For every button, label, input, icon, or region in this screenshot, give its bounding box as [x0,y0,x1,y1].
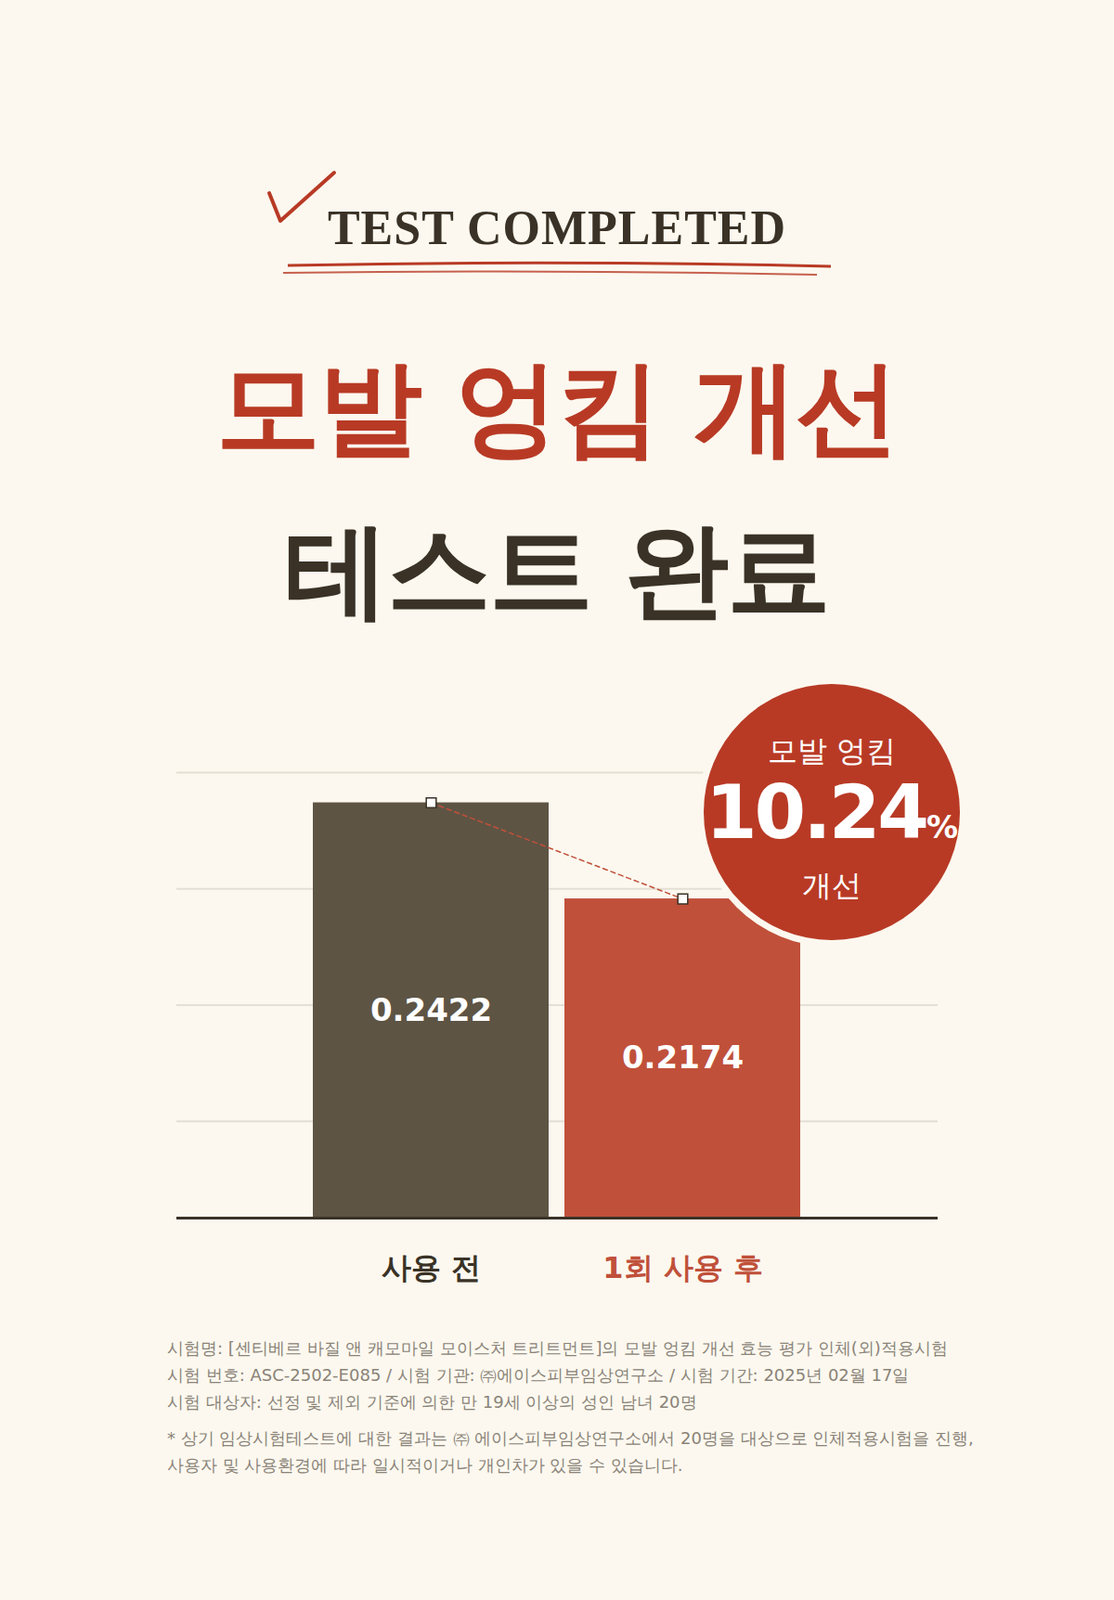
svg-text:개선: 개선 [802,867,862,904]
svg-text:1회 사용 후: 1회 사용 후 [602,1250,764,1286]
html-text:* 상기 임상시험테스트에 대한 결과는 ㈜ 에이스피부임상: * 상기 임상시험테스트에 대한 결과는 ㈜ 에이스피부임상연구소에서 20명을… [167,1428,974,1449]
svg-text:10.24%: 10.24% [705,769,959,856]
svg-text:사용 전: 사용 전 [381,1250,481,1286]
html-text:모발 엉킴 개선: 모발 엉킴 개선 [216,347,898,468]
svg-text:0.2174: 0.2174 [621,1038,744,1076]
html-text:사용자 및 사용환경에 따라 일시적이거나 개인차가 있을: 사용자 및 사용환경에 따라 일시적이거나 개인차가 있을 수 있습니다. [167,1455,683,1476]
html-text:TEST COMPLETED: TEST COMPLETED [327,201,787,255]
svg-text:모발 엉킴: 모발 엉킴 [767,733,896,769]
html-text:시험 대상자: 선정 및 제외 기준에 의한 만 19세 이: 시험 대상자: 선정 및 제외 기준에 의한 만 19세 이상의 성인 남녀 2… [167,1392,697,1412]
html-text:테스트 완료: 테스트 완료 [284,509,830,631]
svg-text:0.2422: 0.2422 [370,991,493,1029]
html-text:시험 번호: ASC-2502-E085 / 시험 기관:: 시험 번호: ASC-2502-E085 / 시험 기관: ㈜에이스피부임상연구… [167,1365,910,1386]
html-text:시험명: [센티베르 바질 앤 캐모마일 모이스처 트리트먼: 시험명: [센티베르 바질 앤 캐모마일 모이스처 트리트먼트]의 모발 엉킴 … [167,1338,948,1359]
